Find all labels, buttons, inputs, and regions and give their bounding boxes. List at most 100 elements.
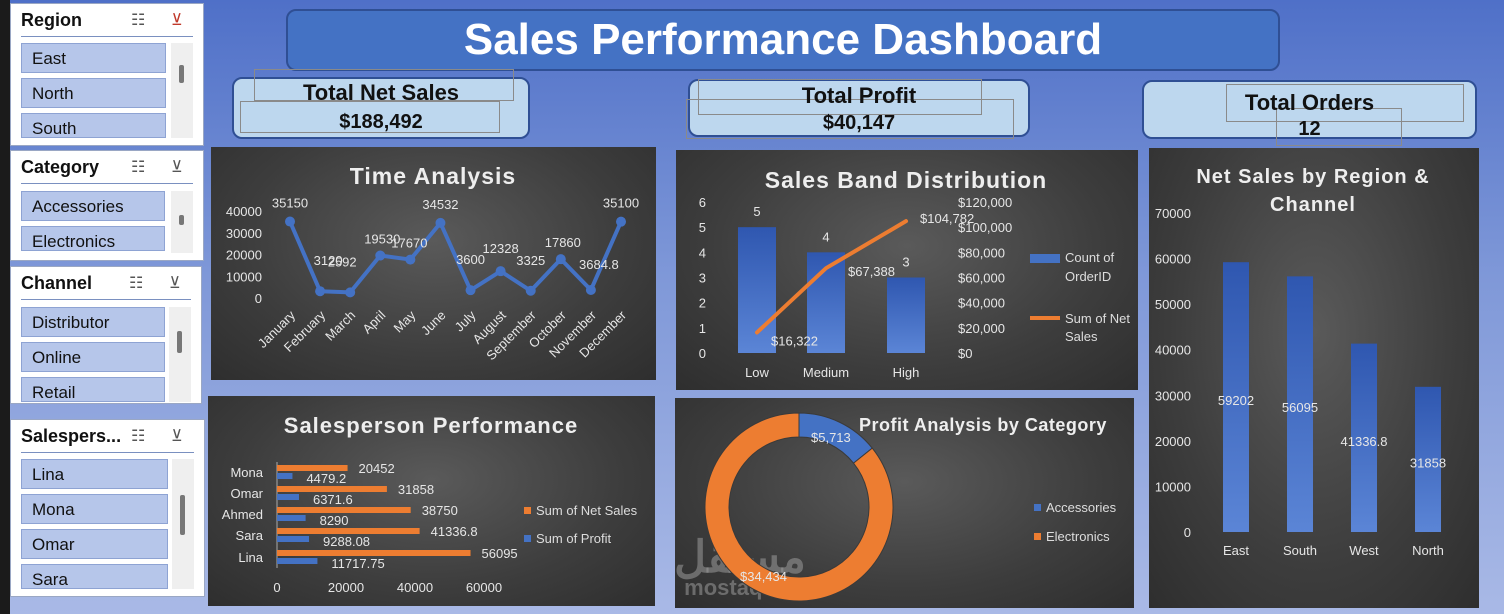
- data-label: 41336.8: [1341, 434, 1388, 449]
- slicer-item[interactable]: South: [21, 113, 166, 138]
- slicer-item[interactable]: Accessories: [21, 191, 165, 221]
- x-tick-label: North: [1412, 543, 1444, 558]
- time-series-line: [288, 220, 623, 295]
- selection-frame: [254, 69, 514, 101]
- slicer-item[interactable]: Omar: [21, 529, 168, 559]
- data-label: 3325: [516, 253, 545, 268]
- bar-net-sales: [277, 528, 420, 534]
- data-label-net-sales: $67,388: [848, 264, 895, 279]
- x-tick-label: Medium: [803, 365, 849, 380]
- data-label: 2592: [328, 254, 357, 269]
- scrollbar-thumb[interactable]: [180, 495, 185, 535]
- x-tick-label: Low: [745, 365, 769, 380]
- y-tick-label: 0: [255, 291, 262, 306]
- region-slicer-title: Region: [21, 10, 82, 30]
- bar-profit: [277, 515, 306, 521]
- y-tick-label-right: $80,000: [958, 245, 1005, 260]
- x-tick-label: March: [322, 308, 358, 344]
- category-slicer: Category ☷ ⊻ Accessories Electronics: [10, 150, 204, 261]
- legend-swatch-accessories: [1034, 504, 1041, 511]
- slicer-item[interactable]: East: [21, 43, 166, 73]
- y-tick-label-right: $0: [958, 346, 972, 361]
- y-tick-label-left: 2: [699, 296, 706, 311]
- legend-label: OrderID: [1065, 269, 1111, 284]
- data-label-profit: 6371.6: [313, 492, 353, 507]
- region-chart-title-line2: Channel: [1270, 194, 1356, 216]
- scrollbar-thumb[interactable]: [179, 215, 184, 225]
- data-label: 3600: [456, 252, 485, 267]
- data-point: [375, 250, 386, 261]
- slicer-item[interactable]: Online: [21, 342, 165, 372]
- selection-frame: [686, 99, 1014, 139]
- bar-net-sales: [277, 550, 471, 556]
- data-label: 17860: [545, 235, 581, 250]
- data-label: 35100: [603, 196, 639, 211]
- slicer-item[interactable]: Sara: [21, 564, 168, 589]
- slicer-item[interactable]: Distributor: [21, 307, 165, 337]
- clear-filter-icon[interactable]: ⊻: [169, 275, 181, 292]
- scrollbar[interactable]: [171, 43, 193, 138]
- legend-swatch-count: [1030, 254, 1060, 263]
- y-tick-label: Ahmed: [222, 507, 263, 522]
- legend-swatch-profit: [524, 535, 531, 542]
- clear-filter-icon[interactable]: ⊻: [171, 12, 183, 29]
- y-tick-label-left: 3: [699, 271, 706, 286]
- y-tick-label-left: 6: [699, 195, 706, 210]
- data-label-net-sales: 56095: [482, 546, 518, 561]
- kpi-net-sales: Total Net Sales $188,492: [232, 69, 530, 139]
- data-point: [435, 217, 446, 228]
- data-label: 5: [753, 204, 760, 219]
- data-point: [465, 285, 476, 296]
- salesperson-slicer: Salespers... ☷ ⊻ Lina Mona Omar Sara: [10, 419, 205, 597]
- data-label: 4: [822, 229, 829, 244]
- region-chart-title-line1: Net Sales by Region &: [1196, 166, 1429, 188]
- x-tick-label: West: [1349, 543, 1379, 558]
- multi-select-icon[interactable]: ☷: [129, 275, 144, 292]
- salesperson-slicer-title: Salespers...: [21, 426, 122, 446]
- data-label-net-sales: $104,782: [920, 211, 974, 226]
- divider: [21, 299, 191, 300]
- multi-select-icon[interactable]: ☷: [131, 159, 146, 176]
- y-tick-label-left: 1: [699, 321, 706, 336]
- x-tick-label: 0: [273, 580, 280, 595]
- divider: [21, 36, 193, 37]
- clear-filter-icon[interactable]: ⊻: [171, 159, 183, 176]
- scrollbar[interactable]: [171, 191, 193, 253]
- dashboard-title: Sales Performance Dashboard: [286, 9, 1280, 71]
- slicer-item[interactable]: North: [21, 78, 166, 108]
- kpi-label: Total Orders: [1244, 90, 1375, 115]
- bar-net-sales: [277, 465, 348, 471]
- slicer-item[interactable]: Mona: [21, 494, 168, 524]
- selection-frame: [240, 101, 500, 133]
- kpi-label: Total Profit: [801, 83, 917, 108]
- x-tick-label: 40000: [397, 580, 433, 595]
- scrollbar[interactable]: [172, 459, 194, 589]
- y-tick-label: Omar: [231, 486, 264, 501]
- data-label-net-sales: 31858: [398, 482, 434, 497]
- data-point: [555, 254, 566, 265]
- kpi-orders: Total Orders 12: [1142, 80, 1477, 146]
- slicer-item[interactable]: Lina: [21, 459, 168, 489]
- data-label: 12328: [483, 241, 519, 256]
- y-tick-label: 60000: [1155, 252, 1191, 267]
- multi-select-icon[interactable]: ☷: [131, 428, 146, 445]
- scrollbar-thumb[interactable]: [177, 331, 182, 353]
- multi-select-icon[interactable]: ☷: [131, 12, 146, 29]
- scrollbar[interactable]: [169, 307, 191, 402]
- data-label: $5,713: [811, 430, 851, 445]
- y-tick-label-left: 5: [699, 220, 706, 235]
- y-tick-label: 0: [1184, 525, 1191, 540]
- channel-slicer-title: Channel: [21, 273, 93, 293]
- slicer-item[interactable]: Electronics: [21, 226, 165, 251]
- data-point: [616, 216, 626, 227]
- bar-profit: [277, 473, 293, 479]
- clear-filter-icon[interactable]: ⊻: [171, 428, 183, 445]
- slicer-item[interactable]: Retail: [21, 377, 165, 402]
- salesperson-chart-title: Salesperson Performance: [284, 413, 578, 438]
- x-tick-label: April: [359, 307, 388, 336]
- data-point: [495, 266, 506, 277]
- x-tick-label: May: [391, 307, 419, 335]
- data-label: 19530: [364, 232, 400, 247]
- scrollbar-thumb[interactable]: [179, 65, 184, 83]
